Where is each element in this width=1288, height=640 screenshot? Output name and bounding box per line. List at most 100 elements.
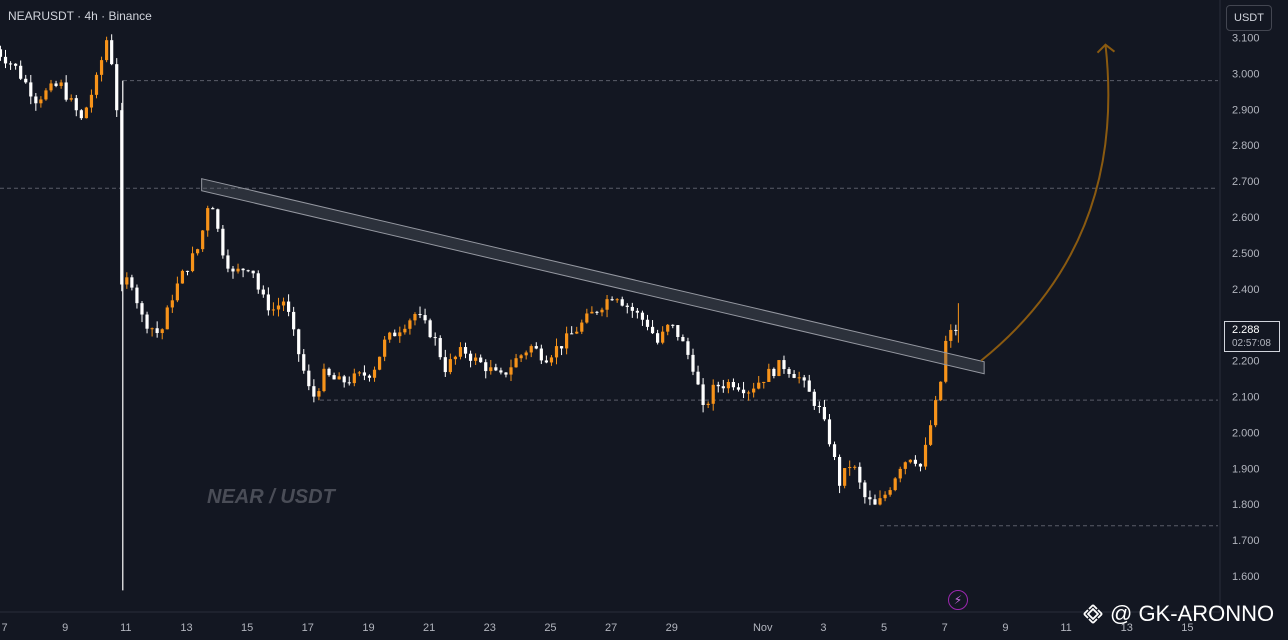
- candle-body: [524, 352, 528, 356]
- candle-body: [792, 374, 796, 378]
- candle-body: [180, 270, 185, 284]
- x-tick-label: 5: [881, 622, 887, 634]
- candle-body: [585, 313, 589, 323]
- candle-body: [54, 83, 58, 86]
- x-tick-label: 15: [1181, 622, 1193, 634]
- candle-body: [433, 337, 437, 339]
- candle-body: [832, 444, 837, 457]
- candle-body: [817, 405, 821, 408]
- candle-body: [403, 328, 407, 333]
- candle-body: [24, 78, 28, 83]
- candle-body: [797, 377, 801, 379]
- candle-body: [3, 56, 8, 64]
- candle-body: [807, 380, 811, 392]
- candle-body: [115, 64, 119, 111]
- candle-body: [726, 382, 730, 389]
- candle-body: [423, 315, 427, 321]
- candle-body: [246, 270, 250, 272]
- candle-body: [388, 332, 392, 340]
- candle-body: [428, 320, 432, 338]
- x-tick-label: 21: [423, 622, 435, 634]
- candle-body: [676, 325, 680, 337]
- x-tick-label: 17: [302, 622, 314, 634]
- lightning-icon[interactable]: ⚡: [948, 590, 968, 610]
- x-tick-label: 3: [820, 622, 826, 634]
- candle-body: [221, 228, 225, 256]
- candle-body: [843, 468, 847, 486]
- candle-body: [479, 357, 483, 363]
- candle-body: [448, 359, 452, 373]
- candle-body: [822, 407, 827, 420]
- projection-arrow-head: [1096, 43, 1116, 54]
- candle-body: [691, 354, 695, 372]
- candle-body: [458, 347, 463, 357]
- brand-signature: @ GK-ARONNO: [1082, 601, 1274, 627]
- candle-body: [0, 49, 3, 57]
- candle-body: [94, 74, 99, 95]
- candle-body: [145, 314, 149, 329]
- candle-body: [923, 444, 928, 467]
- candle-body: [160, 329, 164, 334]
- candle-body: [610, 299, 614, 301]
- candle-body: [125, 277, 129, 285]
- candle-body: [615, 299, 619, 301]
- candlestick-series: [0, 34, 959, 591]
- candle-body: [757, 382, 761, 389]
- y-tick-label: 2.700: [1232, 176, 1260, 188]
- candle-body: [630, 306, 634, 311]
- candle-body: [736, 387, 741, 390]
- y-tick-label: 1.800: [1232, 499, 1260, 511]
- candle-body: [44, 90, 48, 100]
- candle-body: [120, 110, 124, 285]
- candle-body: [514, 358, 518, 368]
- candle-body: [554, 346, 559, 358]
- trendline-channel: [201, 178, 985, 375]
- candle-body: [772, 368, 776, 376]
- x-tick-label: 29: [666, 622, 678, 634]
- bar-countdown: 02:57:08: [1232, 338, 1271, 349]
- candle-body: [908, 459, 912, 463]
- candle-body: [49, 83, 53, 91]
- x-tick-label: 9: [62, 622, 68, 634]
- candle-body: [559, 346, 564, 349]
- candle-body: [837, 456, 842, 486]
- symbol-label[interactable]: NEARUSDT · 4h · Binance: [8, 9, 152, 23]
- candle-body: [893, 478, 897, 491]
- candle-body: [848, 467, 852, 469]
- candle-body: [484, 362, 488, 372]
- candle-body: [853, 466, 857, 468]
- candle-body: [266, 294, 270, 311]
- candle-body: [256, 273, 260, 290]
- currency-button[interactable]: USDT: [1226, 5, 1272, 31]
- candle-body: [782, 360, 786, 370]
- x-tick-label: 11: [1060, 622, 1071, 634]
- candle-body: [317, 391, 321, 397]
- candle-body: [357, 372, 361, 374]
- candle-body: [342, 376, 346, 383]
- candle-body: [175, 283, 179, 301]
- candle-body: [185, 270, 190, 272]
- candle-body: [281, 301, 286, 306]
- candle-body: [762, 381, 766, 383]
- candle-body: [888, 490, 892, 495]
- candle-body: [453, 356, 458, 360]
- candle-body: [383, 339, 387, 357]
- candle-body: [463, 347, 468, 354]
- x-tick-label: 25: [544, 622, 556, 634]
- candle-body: [69, 98, 73, 100]
- candle-body: [913, 459, 918, 464]
- candle-body: [367, 375, 372, 378]
- candle-body: [504, 372, 508, 375]
- candle-body: [105, 40, 109, 61]
- candle-body: [190, 253, 195, 272]
- y-tick-label: 2.400: [1232, 284, 1260, 296]
- candle-body: [746, 392, 751, 394]
- x-tick-label: 13: [180, 622, 192, 634]
- candle-body: [231, 268, 235, 272]
- candle-body: [347, 382, 351, 384]
- y-tick-label: 2.900: [1232, 104, 1260, 116]
- candle-body: [468, 353, 473, 361]
- candle-body: [74, 98, 78, 111]
- candle-body: [19, 65, 23, 79]
